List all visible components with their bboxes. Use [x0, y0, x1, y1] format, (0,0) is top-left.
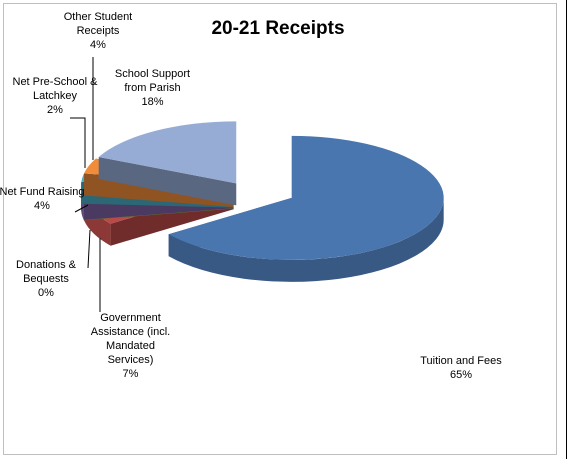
- value-label: 4%: [90, 39, 106, 51]
- slice-label: Tuition and Fees 65%: [401, 354, 521, 382]
- slice-label: School Support from Parish 18%: [105, 67, 200, 109]
- pie-slice: [98, 121, 237, 206]
- slice-label: Net Fund Raising 4%: [0, 185, 92, 213]
- slice-label: Donations & Bequests 0%: [11, 258, 81, 300]
- value-label: 0%: [38, 287, 54, 299]
- category-label: Other Student Receipts: [63, 11, 133, 37]
- category-label: School Support from Parish: [114, 68, 191, 94]
- value-label: 65%: [449, 369, 473, 381]
- leader-line: [70, 117, 86, 168]
- category-label: Net Fund Raising: [0, 186, 85, 198]
- slice-top: [98, 121, 237, 184]
- slice-top: [168, 135, 444, 260]
- slice-label: Government Assistance (incl. Mandated Se…: [83, 311, 178, 381]
- chart-border: [3, 3, 557, 455]
- slice-label: Net Pre-School & Latchkey 2%: [0, 75, 110, 117]
- value-label: 2%: [47, 104, 63, 116]
- slice-label: Other Student Receipts 4%: [53, 10, 143, 52]
- category-label: Government Assistance (incl. Mandated Se…: [90, 312, 171, 366]
- value-label: 18%: [141, 96, 164, 108]
- category-label: Net Pre-School & Latchkey: [12, 76, 98, 102]
- value-label: 7%: [122, 368, 139, 380]
- leader-line: [87, 229, 91, 269]
- chart-title: 20-21 Receipts: [211, 18, 345, 39]
- pie-slice: [168, 135, 444, 282]
- category-label: Tuition and Fees: [420, 355, 502, 367]
- pie: [81, 121, 444, 282]
- leader-lines: [70, 57, 101, 312]
- slice-wall: [168, 197, 444, 282]
- category-label: Donations & Bequests: [16, 259, 76, 285]
- leader-line: [74, 204, 89, 213]
- value-label: 4%: [34, 200, 50, 212]
- slice-side: [98, 156, 237, 206]
